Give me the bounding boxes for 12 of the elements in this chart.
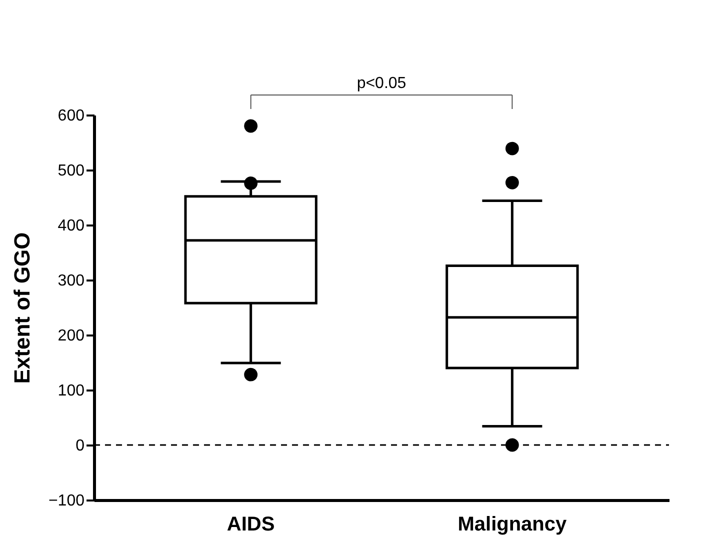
y-tick-label: 400 [58, 218, 85, 234]
x-tick-label: Malignancy [458, 514, 568, 536]
y-tick-label: 200 [58, 328, 85, 344]
y-tick-label: 0 [76, 438, 85, 454]
y-tick-label: 100 [58, 382, 85, 400]
text: p<0.05 [356, 75, 406, 92]
y-tick-label: 500 [58, 162, 85, 180]
y-tick-label: 300 [58, 272, 85, 290]
y-tick-label: 600 [58, 108, 85, 124]
y-tick-label: −100 [48, 492, 85, 510]
x-tick-label: AIDS [226, 514, 275, 536]
y-axis-title: Extent of GGO [9, 232, 34, 384]
